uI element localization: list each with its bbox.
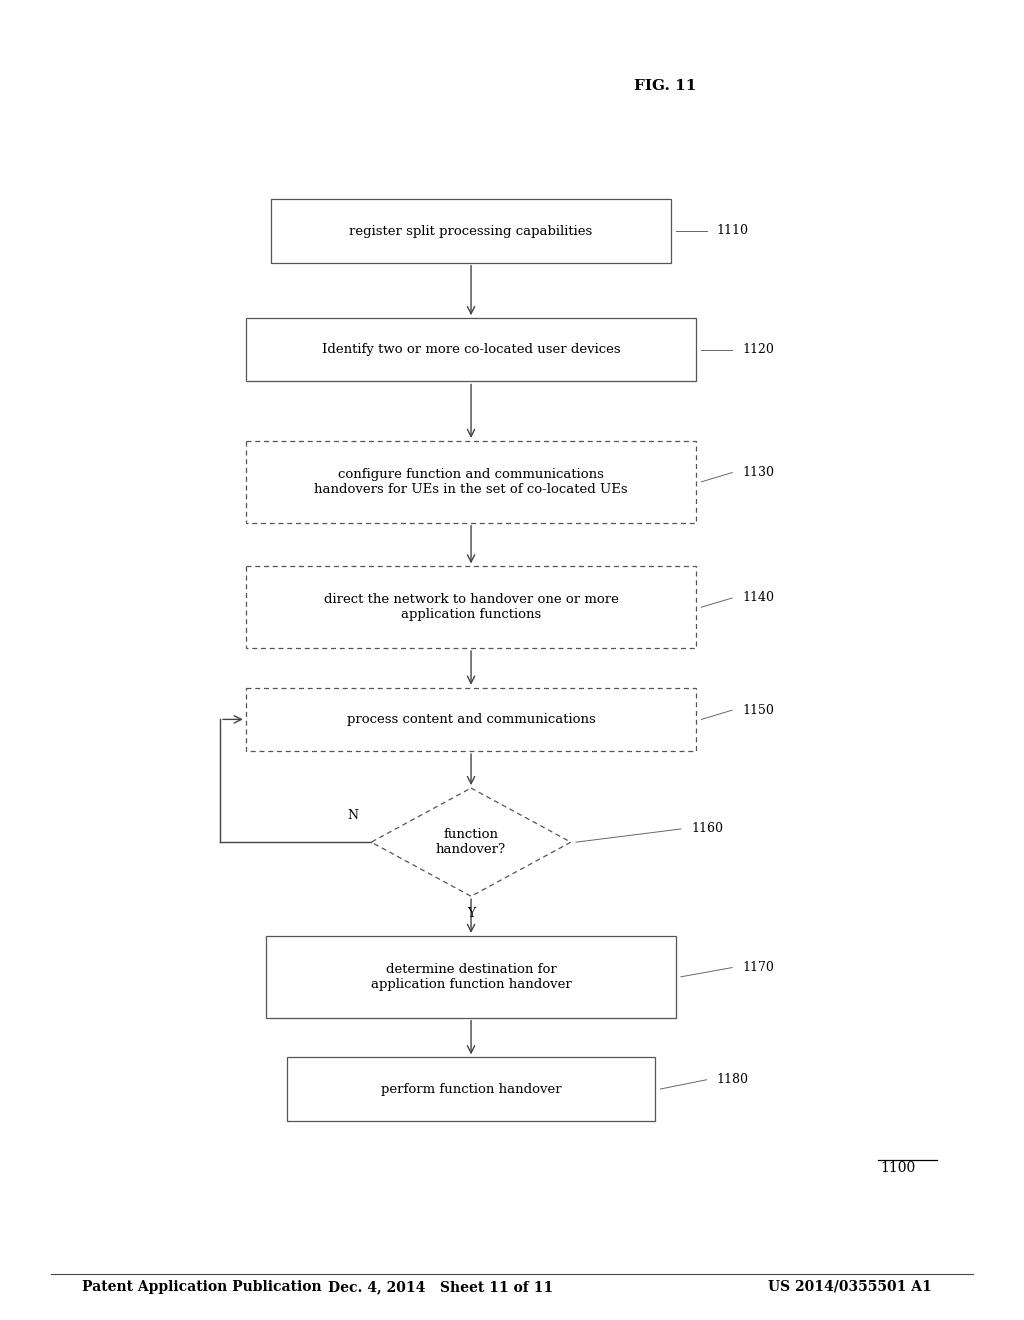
Bar (246, 318, 696, 381)
Text: 1140: 1140 (742, 591, 774, 605)
Text: determine destination for
application function handover: determine destination for application fu… (371, 962, 571, 991)
Text: process content and communications: process content and communications (347, 713, 595, 726)
Text: Identify two or more co-located user devices: Identify two or more co-located user dev… (322, 343, 621, 356)
Text: Y: Y (467, 907, 475, 920)
Bar (271, 199, 671, 263)
Bar (246, 688, 696, 751)
Text: configure function and communications
handovers for UEs in the set of co-located: configure function and communications ha… (314, 467, 628, 496)
Text: Dec. 4, 2014   Sheet 11 of 11: Dec. 4, 2014 Sheet 11 of 11 (328, 1280, 553, 1294)
Text: 1160: 1160 (691, 822, 723, 836)
Text: 1110: 1110 (717, 224, 749, 238)
Bar (246, 441, 696, 523)
Text: 1130: 1130 (742, 466, 774, 479)
Text: 1180: 1180 (717, 1073, 749, 1086)
Text: N: N (347, 809, 358, 822)
Text: 1150: 1150 (742, 704, 774, 717)
Text: US 2014/0355501 A1: US 2014/0355501 A1 (768, 1280, 932, 1294)
Text: 1170: 1170 (742, 961, 774, 974)
Text: FIG. 11: FIG. 11 (635, 79, 696, 92)
Text: register split processing capabilities: register split processing capabilities (349, 224, 593, 238)
Text: 1120: 1120 (742, 343, 774, 356)
Text: function
handover?: function handover? (436, 828, 506, 857)
Bar (246, 566, 696, 648)
Text: 1100: 1100 (881, 1162, 915, 1175)
Text: direct the network to handover one or more
application functions: direct the network to handover one or mo… (324, 593, 618, 622)
Text: perform function handover: perform function handover (381, 1082, 561, 1096)
Bar (287, 1057, 655, 1121)
Bar (266, 936, 676, 1018)
Text: Patent Application Publication: Patent Application Publication (82, 1280, 322, 1294)
Polygon shape (372, 788, 571, 896)
